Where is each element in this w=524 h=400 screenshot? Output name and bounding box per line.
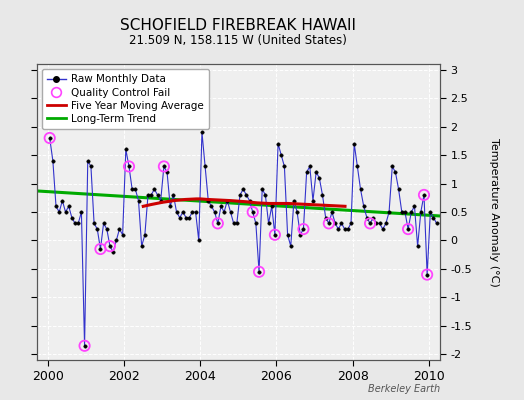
Point xyxy=(160,163,168,170)
Point xyxy=(299,226,308,232)
Point xyxy=(420,192,428,198)
Point xyxy=(248,209,257,215)
Text: Berkeley Earth: Berkeley Earth xyxy=(368,384,440,394)
Point xyxy=(255,268,263,275)
Point xyxy=(271,232,279,238)
Text: SCHOFIELD FIREBREAK HAWAII: SCHOFIELD FIREBREAK HAWAII xyxy=(121,18,356,33)
Point xyxy=(106,243,114,249)
Point xyxy=(46,135,54,141)
Y-axis label: Temperature Anomaly (°C): Temperature Anomaly (°C) xyxy=(489,138,499,286)
Text: 21.509 N, 158.115 W (United States): 21.509 N, 158.115 W (United States) xyxy=(129,34,347,47)
Point xyxy=(125,163,133,170)
Point xyxy=(423,272,431,278)
Point xyxy=(96,246,105,252)
Point xyxy=(366,220,374,226)
Point xyxy=(325,220,333,226)
Point xyxy=(214,220,222,226)
Point xyxy=(404,226,412,232)
Point xyxy=(80,342,89,349)
Legend: Raw Monthly Data, Quality Control Fail, Five Year Moving Average, Long-Term Tren: Raw Monthly Data, Quality Control Fail, … xyxy=(42,69,209,129)
